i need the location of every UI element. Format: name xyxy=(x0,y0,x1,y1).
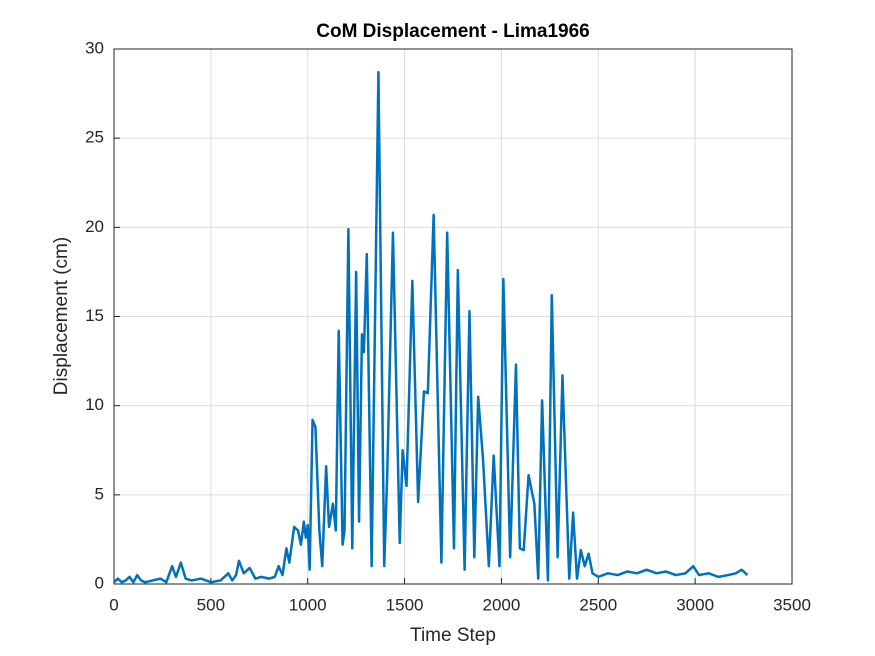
data-line xyxy=(113,70,749,584)
plot-frame xyxy=(113,48,793,585)
y-axis-label: Displacement (cm) xyxy=(51,237,72,395)
x-tick-label: 1500 xyxy=(386,595,424,614)
y-tick-label: 20 xyxy=(85,217,104,236)
y-tick-label: 15 xyxy=(85,306,104,325)
chart-title: CoM Displacement - Lima1966 xyxy=(316,21,589,42)
y-tick-label: 10 xyxy=(85,395,104,414)
x-axis-label: Time Step xyxy=(410,625,496,646)
x-tick-label: 2500 xyxy=(579,595,617,614)
y-tick-label: 30 xyxy=(85,38,104,57)
x-tick-label: 0 xyxy=(109,595,118,614)
x-tick-label: 1000 xyxy=(289,595,327,614)
x-tick-label: 3000 xyxy=(676,595,714,614)
x-tick-label: 3500 xyxy=(773,595,811,614)
y-tick-label: 0 xyxy=(95,573,104,592)
y-tick-label: 25 xyxy=(85,128,104,147)
x-tick-label: 500 xyxy=(197,595,225,614)
x-tick-label: 2000 xyxy=(483,595,521,614)
y-tick-label: 5 xyxy=(95,484,104,503)
